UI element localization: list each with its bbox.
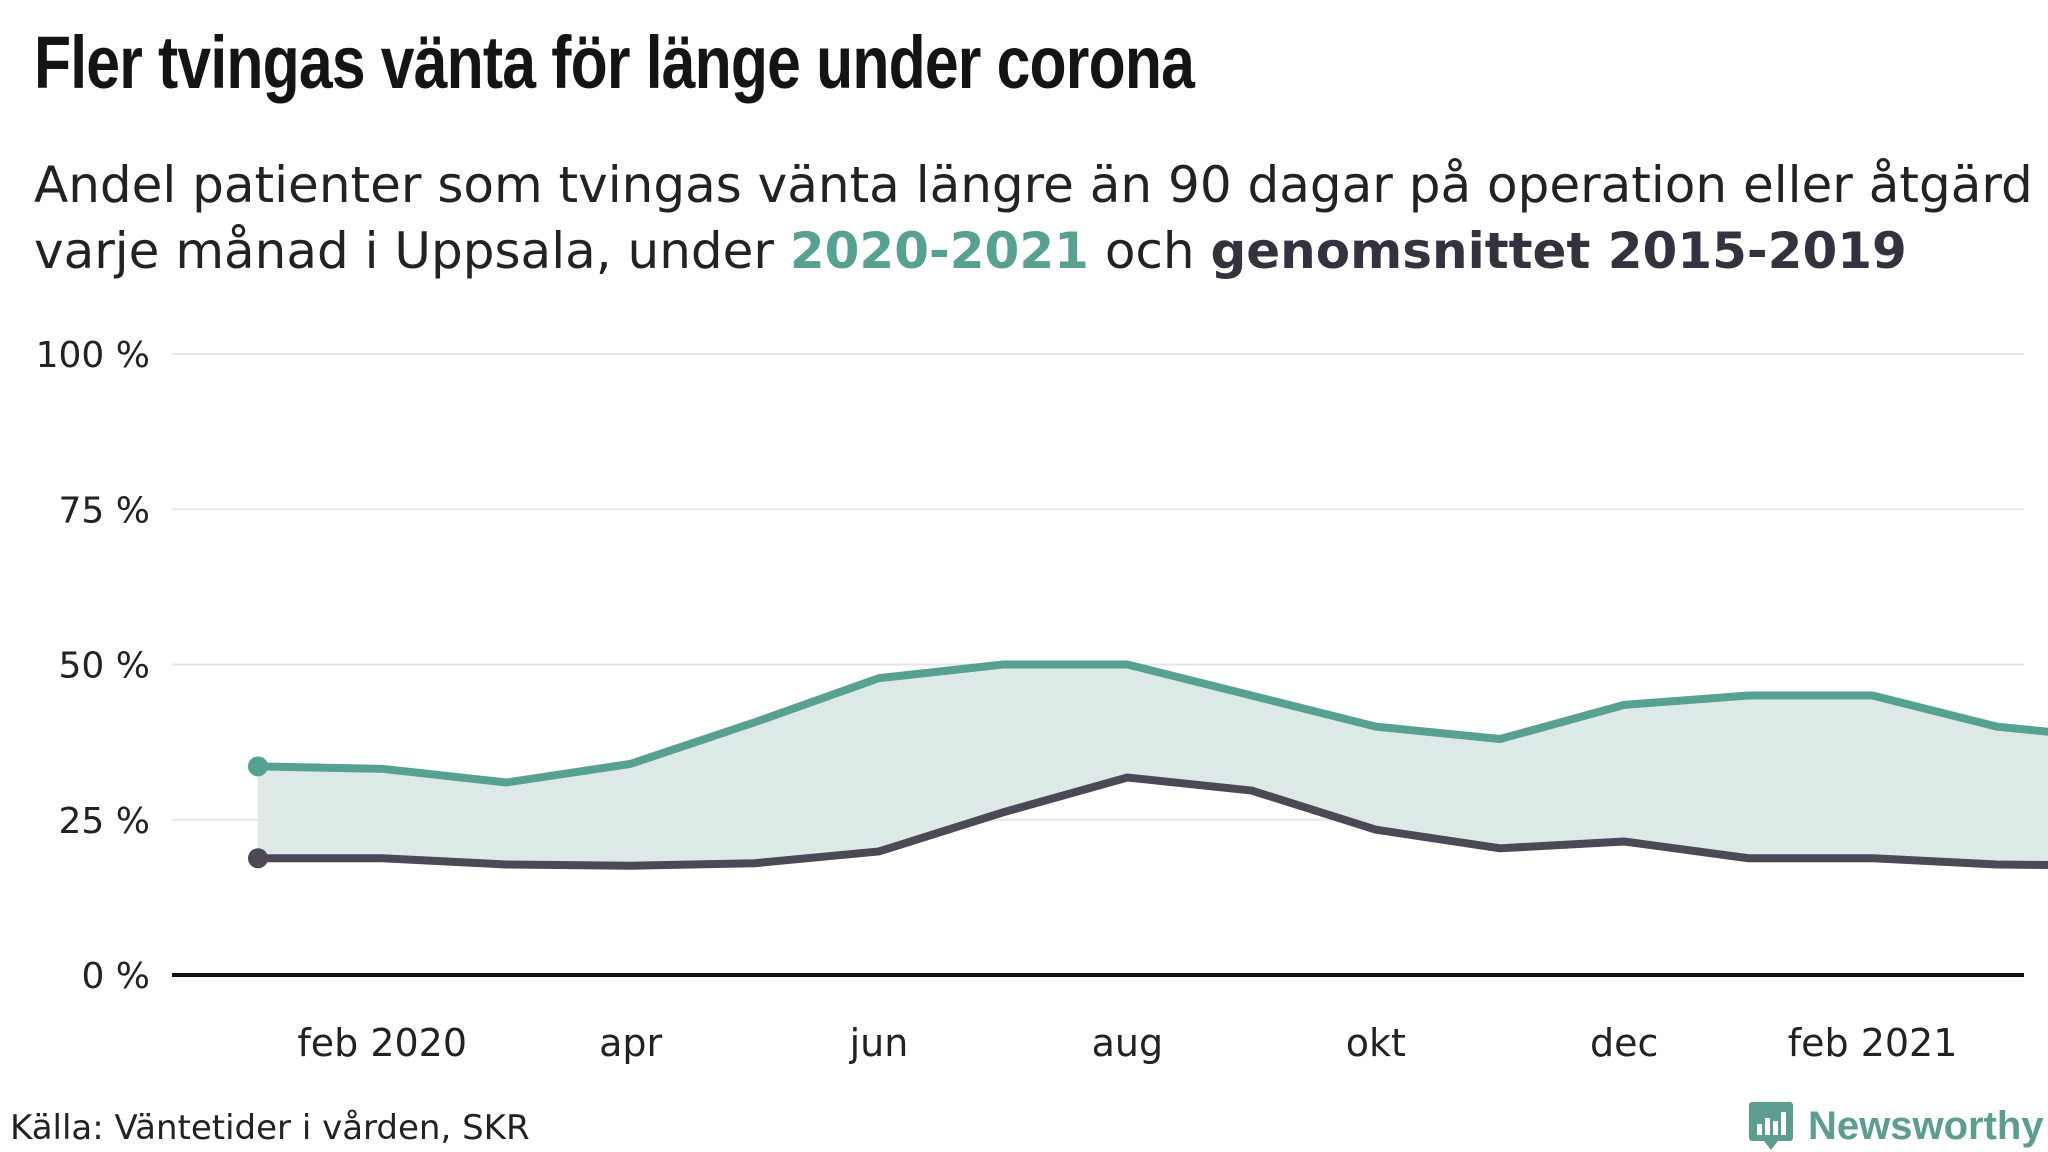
series-line-average — [254, 773, 2048, 870]
legend-series-2020-2021: 2020-2021 — [789, 222, 1089, 280]
subtitle-line-1: Andel patienter som tvingas vänta längre… — [34, 156, 2033, 214]
x-tick-label: feb 2020 — [297, 1021, 467, 1065]
series-line-2020-2021 — [254, 660, 2048, 787]
subtitle-line-2: varje månad i Uppsala, under 2020-2021 o… — [34, 218, 2033, 284]
series-start-point — [248, 756, 268, 777]
newsworthy-logo: Newsworthy — [1748, 1100, 2044, 1152]
legend-series-average: genomsnittet 2015-2019 — [1210, 222, 1907, 280]
y-tick-label: 75 % — [59, 490, 150, 531]
y-tick-label: 25 % — [59, 801, 150, 842]
logo-text: Newsworthy — [1808, 1103, 2044, 1148]
source-note: Källa: Väntetider i vården, SKR — [10, 1108, 530, 1148]
y-tick-label: 0 % — [81, 956, 150, 997]
x-tick-label: apr — [599, 1021, 662, 1065]
newsworthy-chart-bubble-icon — [1749, 1102, 1793, 1150]
series-start-point — [248, 848, 268, 869]
chart-subtitle: Andel patienter som tvingas vänta längre… — [34, 152, 2033, 284]
x-tick-label: jun — [849, 1021, 909, 1065]
y-tick-label: 50 % — [59, 646, 150, 687]
chart-title: Fler tvingas vänta för länge under coron… — [34, 21, 1195, 104]
subtitle-connector: och — [1088, 222, 1211, 280]
x-tick-label: okt — [1346, 1021, 1406, 1065]
x-tick-label: dec — [1590, 1021, 1658, 1065]
x-tick-label: feb 2021 — [1788, 1021, 1958, 1065]
subtitle-prefix: varje månad i Uppsala, under — [34, 222, 790, 280]
y-tick-label: 100 % — [36, 335, 150, 376]
x-tick-label: aug — [1092, 1021, 1164, 1065]
